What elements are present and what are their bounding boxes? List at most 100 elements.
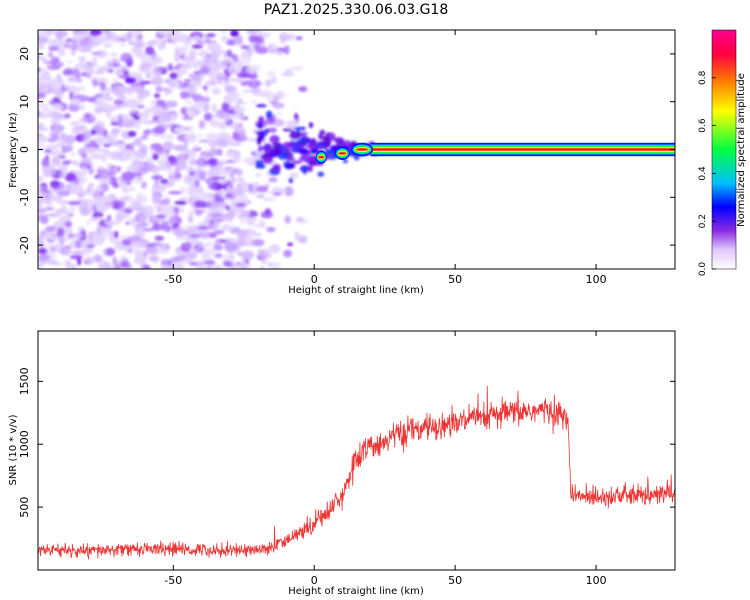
heatmap-cell [112, 78, 119, 83]
heatmap-cell [184, 140, 188, 147]
heatmap-cell [264, 183, 270, 188]
colorbar-gradient [711, 29, 737, 270]
heatmap-cell [247, 187, 258, 195]
heatmap-cell [262, 156, 274, 165]
heatmap-cell [42, 107, 51, 112]
heatmap-cell [255, 46, 269, 54]
heatmap-cell [67, 200, 82, 206]
heatmap-cell [198, 186, 204, 195]
heatmap-cell [121, 171, 136, 181]
heatmap-cell [259, 219, 265, 229]
heatmap-cell [295, 149, 300, 153]
heatmap-cell [142, 222, 147, 228]
heatmap-cell [54, 113, 65, 118]
heatmap-cell [71, 152, 76, 156]
heatmap-cell [224, 100, 235, 105]
heatmap-cell [152, 166, 164, 171]
heatmap-cell [94, 194, 109, 202]
heatmap-cell [173, 126, 186, 133]
heatmap-cell [85, 256, 97, 264]
heatmap-cell [140, 181, 148, 189]
heatmap-cell [188, 210, 193, 219]
heatmap-cell [215, 160, 229, 165]
snr-frame [37, 330, 676, 571]
heatmap-cell [209, 212, 223, 218]
heatmap-cell [110, 52, 118, 58]
heatmap-cell [203, 219, 210, 227]
heatmap-cell [97, 92, 108, 96]
heatmap-cell [118, 113, 122, 124]
y-tick-label: 10 [18, 95, 31, 109]
snr-x-label: Height of straight line (km) [288, 586, 424, 597]
heatmap-cell [185, 250, 198, 260]
heatmap-line-segment [356, 148, 368, 151]
heatmap-cell [305, 144, 317, 149]
heatmap-cell [236, 177, 246, 182]
heatmap-cell [92, 35, 107, 45]
heatmap-cell [125, 221, 130, 225]
heatmap-cell [121, 260, 129, 268]
heatmap-cell [143, 129, 153, 134]
heatmap-cell [233, 168, 239, 172]
heatmap-cell [224, 85, 237, 94]
heatmap-cell [38, 109, 41, 117]
heatmap-cell [78, 104, 85, 111]
heatmap-cell [62, 226, 74, 234]
heatmap-cell [221, 101, 230, 112]
heatmap-cell [225, 205, 231, 211]
colorbar-ticks: 0.0 0.2 0.4 0.6 0.8 [698, 70, 716, 276]
heatmap-cell [254, 131, 265, 135]
heatmap-cell [275, 52, 284, 56]
heatmap-cell [73, 177, 79, 185]
heatmap-cell [196, 264, 202, 269]
heatmap-cell [269, 244, 281, 254]
heatmap-cell [94, 70, 105, 75]
heatmap-cell [64, 221, 73, 228]
heatmap-cell [265, 143, 271, 149]
heatmap-cell [165, 133, 175, 141]
heatmap-cell [255, 172, 262, 178]
heatmap-cell [134, 121, 140, 130]
heatmap-cell [97, 148, 110, 153]
heatmap-cell [164, 263, 171, 269]
heatmap-cell [62, 69, 73, 76]
heatmap-cell [257, 249, 264, 255]
heatmap-cell [107, 155, 121, 159]
heatmap-cell [251, 100, 257, 104]
heatmap-cell [143, 264, 151, 269]
heatmap-cell [54, 244, 60, 253]
heatmap-x-ticks: -50 0 50 100 [164, 30, 607, 286]
colorbar-tick-label: 0.0 [698, 262, 708, 277]
heatmap-cell [240, 217, 245, 225]
heatmap-cell [51, 104, 64, 110]
heatmap-cell [38, 263, 44, 268]
heatmap-cell [196, 40, 206, 45]
heatmap-cell [113, 202, 119, 210]
heatmap-cell [168, 216, 177, 225]
heatmap-cell [224, 242, 239, 252]
heatmap-cell [88, 167, 95, 175]
heatmap-line [315, 142, 675, 164]
heatmap-cell [196, 244, 210, 248]
heatmap-cell [38, 254, 51, 261]
heatmap-cell [136, 105, 145, 109]
heatmap-cell [69, 205, 77, 212]
heatmap-cell [116, 166, 122, 172]
heatmap-cell [218, 64, 228, 70]
heatmap-cell [284, 186, 294, 197]
heatmap-cell [318, 133, 323, 140]
heatmap-cell [56, 227, 65, 237]
snr-series-line [38, 385, 675, 560]
heatmap-cell [61, 201, 66, 212]
heatmap-cell [67, 233, 75, 239]
heatmap-cell [237, 130, 247, 136]
heatmap-cell [86, 219, 91, 226]
heatmap-cell [168, 190, 182, 195]
heatmap-cell [51, 157, 60, 166]
heatmap-cell [195, 158, 208, 166]
heatmap-cell [91, 234, 106, 244]
heatmap-cell [256, 122, 264, 130]
heatmap-cell [193, 209, 207, 213]
heatmap-cell [145, 73, 152, 79]
heatmap-cell [257, 145, 263, 153]
